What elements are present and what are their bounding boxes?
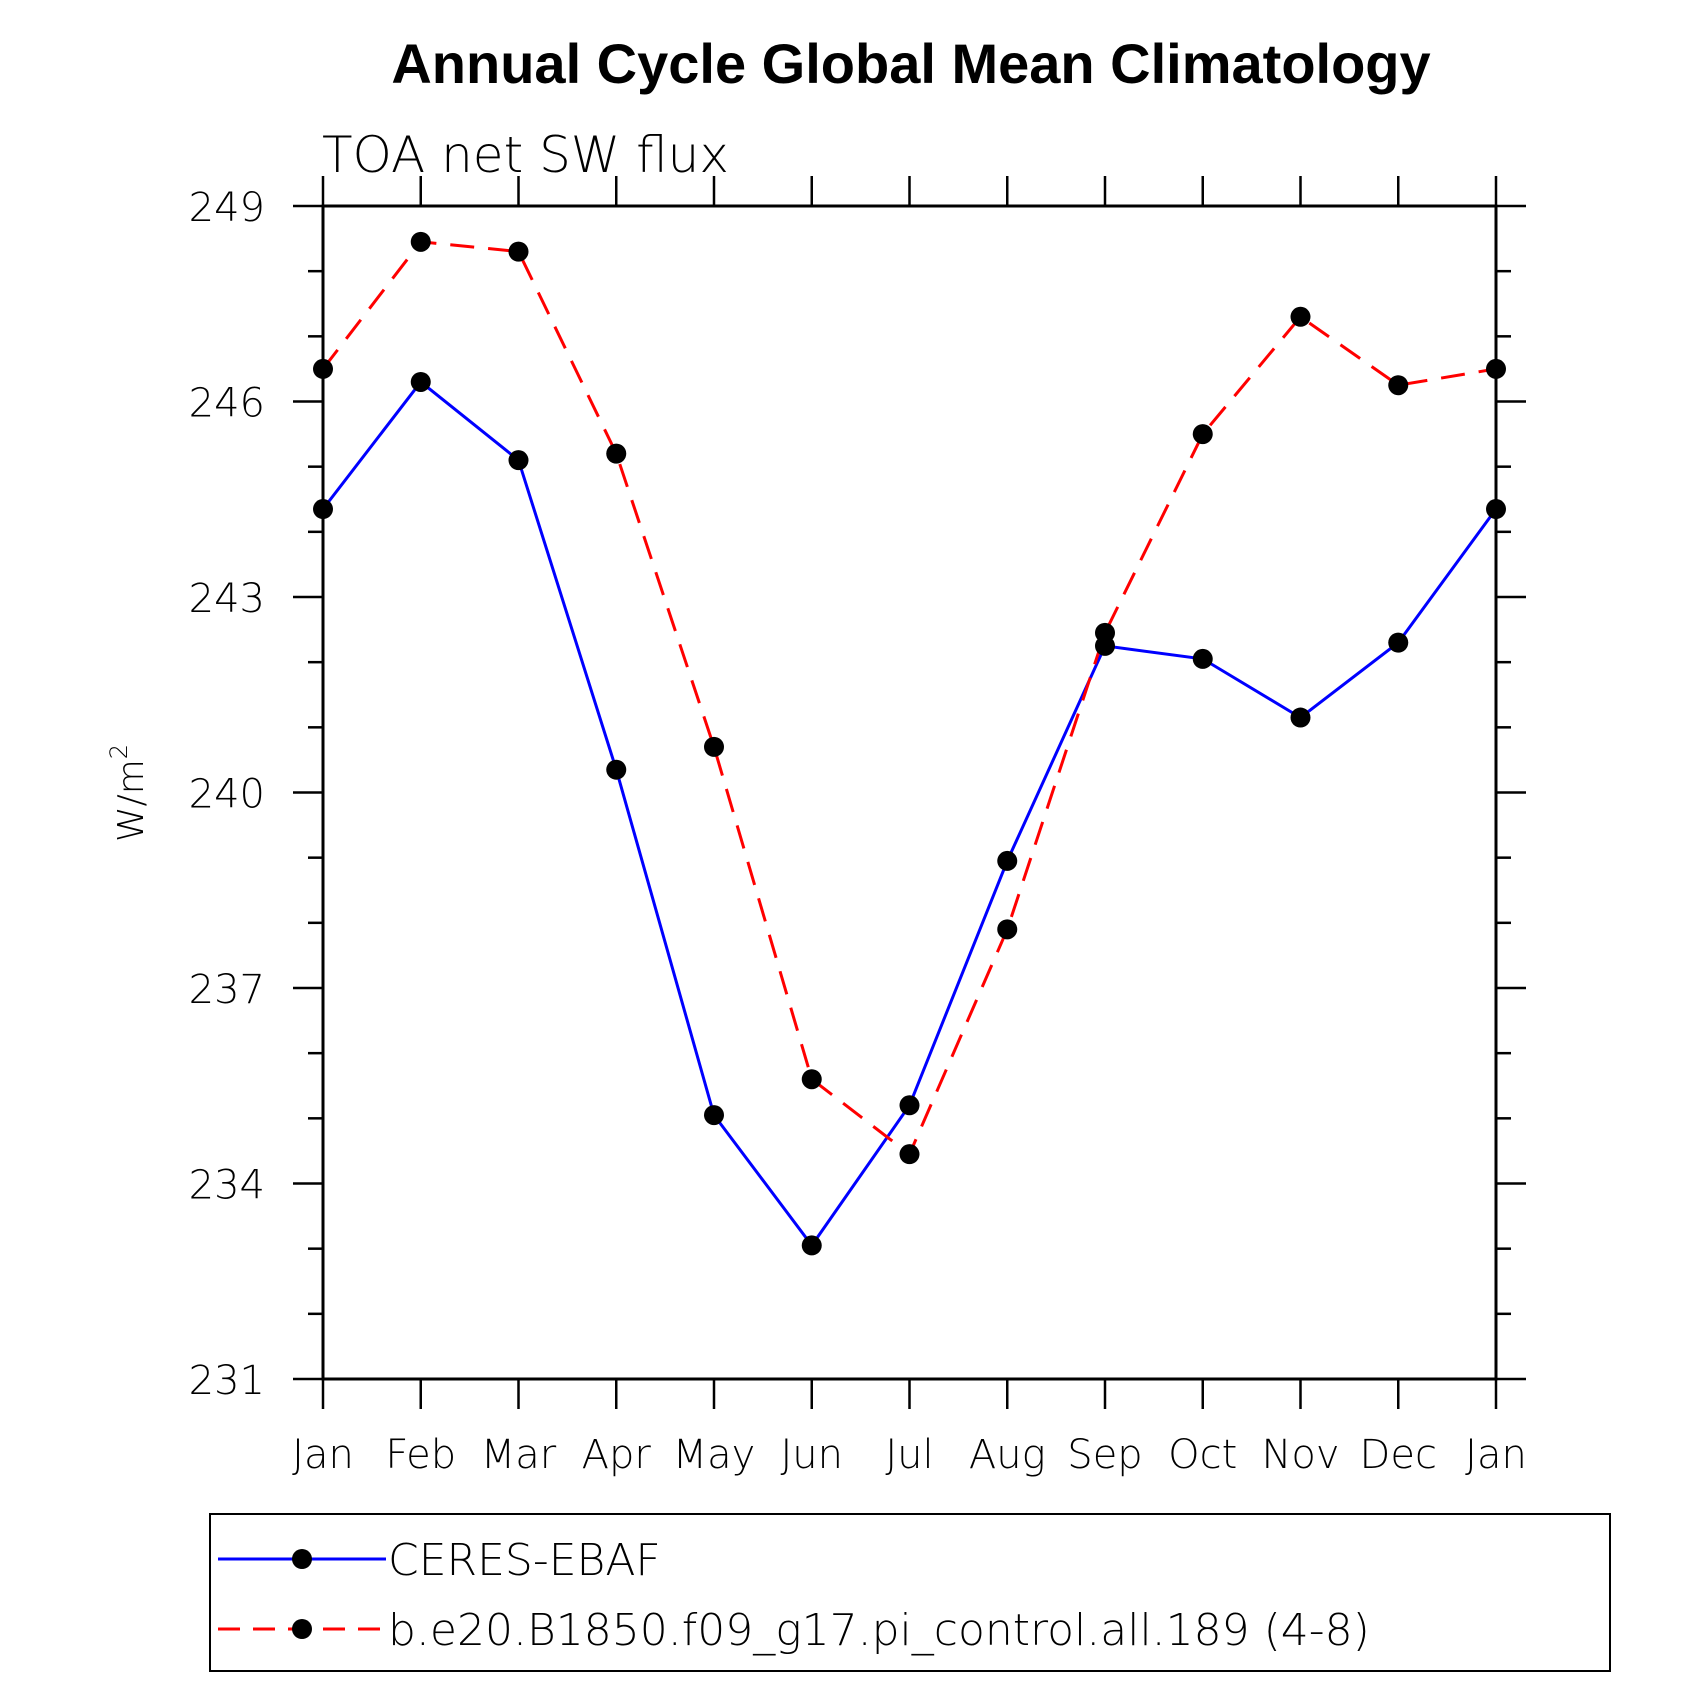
series-line-1: [321, 240, 1497, 1157]
y-tick-label-240: 240: [189, 772, 265, 818]
data-point-1-2: [508, 241, 529, 262]
x-tick-label-12: Jan: [1465, 1432, 1527, 1478]
legend-box: [209, 1513, 1611, 1672]
data-point-0-12: [1486, 499, 1506, 520]
svg-text:W/m2: W/m2: [105, 744, 152, 842]
x-axis-ticks: [321, 176, 1498, 1409]
plot-frame: [321, 204, 1498, 1381]
y-axis-label-text: W/m: [111, 759, 152, 842]
x-tick-label-5: Jun: [781, 1432, 844, 1478]
x-tick-label-8: Sep: [1067, 1432, 1142, 1478]
legend-marker-model: [292, 1619, 312, 1639]
y-axis-ticks: [293, 204, 1526, 1381]
data-point-0-11: [1388, 632, 1409, 653]
y-axis-label: W/m2: [105, 744, 152, 842]
data-point-0-9: [1192, 648, 1213, 669]
data-point-1-12: [1486, 358, 1506, 379]
x-tick-label-7: Aug: [969, 1432, 1046, 1478]
x-tick-label-0: Jan: [292, 1432, 354, 1478]
data-point-1-5: [801, 1069, 822, 1090]
x-tick-label-10: Nov: [1261, 1432, 1339, 1478]
x-tick-label-9: Oct: [1168, 1432, 1237, 1478]
data-point-1-4: [704, 736, 724, 757]
x-tick-label-11: Dec: [1360, 1432, 1437, 1478]
y-tick-label-249: 249: [189, 185, 265, 231]
y-tick-label-243: 243: [189, 576, 265, 622]
legend-label-model: b.e20.B1850.f09_g17.pi_control.all.189 (…: [388, 1605, 1370, 1656]
series-line-0: [321, 379, 1498, 1248]
data-point-1-7: [997, 919, 1018, 940]
data-point-1-6: [899, 1144, 920, 1165]
chart-subtitle: TOA net SW flux: [322, 126, 729, 184]
data-point-1-1: [410, 231, 431, 252]
data-point-0-4: [704, 1105, 724, 1126]
data-point-1-3: [606, 443, 627, 464]
data-point-0-10: [1290, 707, 1311, 728]
data-point-1-0: [313, 358, 333, 379]
x-tick-label-4: May: [673, 1432, 756, 1478]
data-point-0-0: [313, 499, 333, 520]
y-axis-label-superscript: 2: [105, 744, 133, 759]
legend: CERES-EBAF b.e20.B1850.f09_g17.pi_contro…: [209, 1513, 1611, 1672]
x-tick-label-3: Apr: [582, 1432, 652, 1478]
legend-marker-ceres: [292, 1549, 312, 1569]
y-tick-label-234: 234: [189, 1163, 265, 1209]
series-points-0: [313, 371, 1506, 1256]
series-layer: [313, 231, 1506, 1256]
legend-label-ceres: CERES-EBAF: [388, 1535, 661, 1586]
data-point-0-5: [801, 1235, 822, 1256]
series-1: [321, 240, 1497, 1157]
y-tick-labels: 231 234 237 240 243 246 249: [189, 185, 265, 1404]
series-points-1: [313, 231, 1506, 1165]
x-tick-labels: Jan Feb Mar Apr May Jun Jul Aug Sep Oct Nov Dec Jan: [292, 1432, 1527, 1478]
x-tick-label-6: Jul: [885, 1432, 933, 1478]
chart-title: Annual Cycle Global Mean Climatology: [391, 32, 1430, 95]
data-point-1-8: [1095, 622, 1115, 643]
data-point-0-3: [606, 759, 627, 780]
series-0: [321, 379, 1498, 1248]
data-point-0-7: [997, 850, 1018, 871]
data-point-1-9: [1192, 424, 1213, 445]
x-tick-label-2: Mar: [481, 1432, 557, 1478]
data-point-0-6: [899, 1095, 920, 1116]
y-tick-label-246: 246: [189, 381, 265, 427]
data-point-0-2: [508, 450, 529, 471]
data-point-1-10: [1290, 306, 1311, 327]
data-point-0-1: [410, 371, 431, 392]
x-tick-label-1: Feb: [385, 1432, 456, 1478]
data-point-1-11: [1388, 375, 1409, 396]
y-tick-label-237: 237: [189, 967, 265, 1013]
y-tick-label-231: 231: [189, 1358, 265, 1404]
